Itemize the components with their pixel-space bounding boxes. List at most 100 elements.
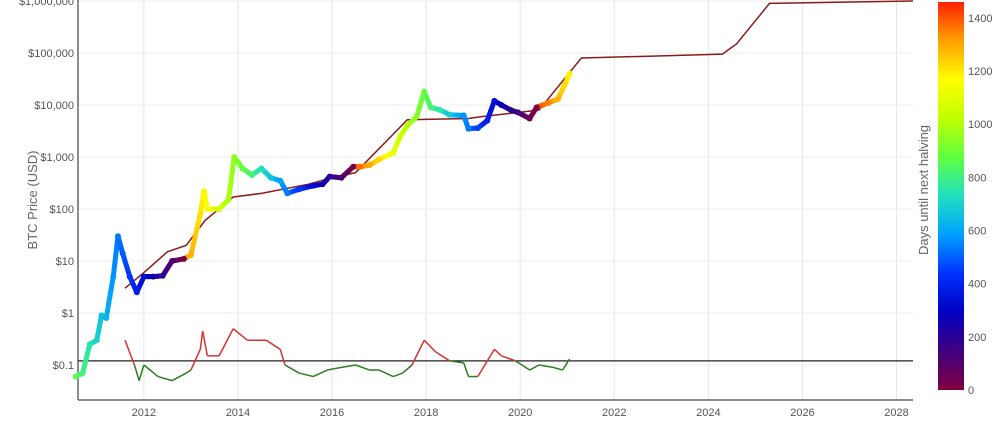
price-point — [201, 188, 207, 194]
ratio-segment — [219, 329, 233, 356]
ratio-segment — [299, 373, 313, 376]
price-point — [181, 256, 187, 262]
price-point — [414, 114, 420, 120]
price-point — [397, 133, 403, 139]
ratio-segment — [530, 365, 539, 370]
y-tick-label: $10,000 — [34, 100, 74, 112]
price-point — [110, 274, 116, 280]
price-point — [160, 273, 166, 279]
ratio-segment — [200, 331, 202, 349]
price-point — [235, 159, 241, 165]
price-point — [216, 206, 222, 212]
price-point — [115, 233, 121, 239]
price-point — [134, 289, 140, 295]
colorbar-tick-label: 400 — [968, 279, 986, 291]
x-tick-label: 2028 — [884, 407, 908, 419]
price-point — [226, 197, 232, 203]
y-tick-label: $0.1 — [53, 360, 74, 372]
colorbar — [938, 2, 964, 390]
model-polyline — [125, 1, 913, 288]
ratio-segment — [233, 329, 247, 341]
ratio-segment — [144, 365, 158, 377]
x-tick-label: 2026 — [790, 407, 814, 419]
ratio-line — [78, 329, 913, 381]
price-point — [461, 112, 467, 118]
colorbar-tick-label: 600 — [968, 226, 986, 238]
price-point — [515, 109, 521, 115]
price-point — [197, 211, 203, 217]
x-tick-label: 2024 — [696, 407, 720, 419]
price-point — [545, 100, 551, 106]
y-tick-label: $1,000,000 — [19, 0, 74, 8]
price-point — [475, 125, 481, 131]
ratio-segment — [379, 370, 393, 376]
ratio-segment — [494, 349, 501, 355]
price-point — [120, 250, 126, 256]
y-tick-label: $100,000 — [28, 48, 74, 60]
x-tick-label: 2020 — [508, 407, 532, 419]
x-tick-label: 2022 — [602, 407, 626, 419]
ratio-segment — [403, 365, 412, 373]
x-tick-label: 2018 — [414, 407, 438, 419]
ratio-segment — [191, 349, 200, 370]
price-point — [555, 96, 561, 102]
price-point — [437, 107, 443, 113]
price-point — [567, 71, 573, 77]
ratio-segment — [436, 352, 450, 361]
price-point — [204, 206, 210, 212]
ratio-segment — [356, 365, 370, 370]
ratio-segment — [501, 356, 515, 361]
price-point — [80, 370, 86, 376]
colorbar-tick-label: 1000 — [968, 119, 992, 131]
y-tick-label: $100 — [50, 204, 74, 216]
ratio-segment — [327, 367, 341, 370]
price-point — [103, 315, 109, 321]
price-point — [320, 181, 326, 187]
ratio-segment — [478, 349, 494, 376]
ratio-segment — [203, 331, 208, 356]
price-point — [277, 178, 283, 184]
y-tick-label: $1 — [62, 308, 74, 320]
price-point — [428, 104, 434, 110]
y-tick-label: $10 — [56, 256, 74, 268]
price-point — [534, 104, 540, 110]
x-tick-label: 2012 — [132, 407, 156, 419]
ratio-segment — [280, 349, 285, 365]
price-point — [357, 164, 363, 170]
price-point — [491, 98, 497, 104]
price-point — [127, 274, 133, 280]
price-point — [404, 123, 410, 129]
price-point — [484, 118, 490, 124]
price-point — [498, 102, 504, 108]
ratio-segment — [285, 365, 299, 373]
price-point — [87, 341, 93, 347]
colorbar-tick-label: 1400 — [968, 13, 992, 25]
price-point — [447, 112, 453, 118]
ratio-segment — [158, 377, 172, 381]
ratio-segment — [186, 370, 191, 373]
ratio-segment — [393, 373, 402, 376]
ratio-segment — [553, 367, 562, 370]
colorbar-tick-label: 200 — [968, 332, 986, 344]
price-point — [188, 252, 194, 258]
colorbar-title: Days until next halving — [916, 125, 931, 255]
price-point — [169, 258, 175, 264]
ratio-segment — [313, 370, 327, 376]
price-point — [240, 166, 246, 172]
price-point — [350, 164, 356, 170]
model-line — [125, 1, 913, 288]
colorbar-tick-label: 0 — [968, 385, 974, 397]
price-point — [376, 156, 382, 162]
price-point — [465, 126, 471, 132]
price-point — [527, 116, 533, 122]
price-point — [284, 190, 290, 196]
ratio-segment — [172, 373, 186, 381]
ratio-segment — [266, 340, 280, 349]
price-series — [73, 71, 573, 380]
price-point — [421, 89, 427, 95]
y-tick-label: $1,000 — [40, 152, 74, 164]
price-point — [249, 172, 255, 178]
y-axis-title: BTC Price (USD) — [25, 151, 40, 250]
